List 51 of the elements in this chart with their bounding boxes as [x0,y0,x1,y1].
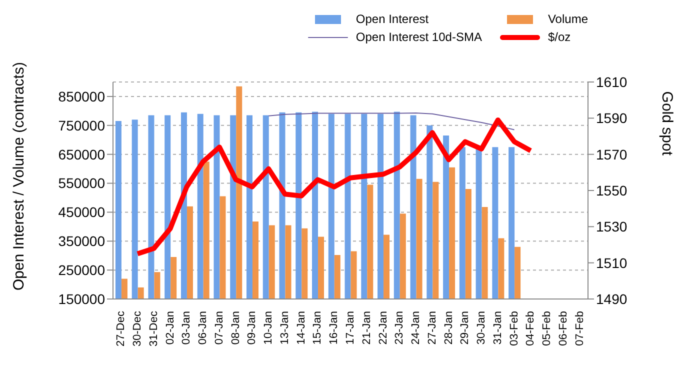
x-tick-label: 03-Jan [180,311,193,345]
y-tick-label: 250000 [58,262,106,278]
y2-tick-label: 1510 [596,254,628,271]
x-tick-label: 23-Jan [394,311,406,345]
x-tick-label: 31-Jan [492,311,504,345]
x-tick-label: 17-Jan [344,311,356,345]
legend-label: $/oz [548,30,571,44]
y-tick-label: 150000 [58,290,106,307]
x-tick-label: 21-Jan [360,311,373,345]
legend-label: Open Interest [356,12,429,26]
x-tick-label: 13-Jan [278,311,291,345]
x-tick-label: 07-Feb [574,311,586,346]
x-tick-label: 24-Jan [410,311,422,345]
x-tick-label: 02-Jan [164,311,176,345]
x-tick-label: 27-Dec [115,310,128,346]
x-tick-label: 08-Jan [230,311,242,345]
x-tick-label: 16-Jan [328,311,340,345]
x-tick-label: 05-Feb [541,311,554,346]
line-series [268,112,515,130]
legend-label: Volume [548,12,588,26]
y2-axis-title: Gold spot [658,91,676,156]
x-tick-label: 06-Feb [557,311,570,346]
y-tick-label: 850000 [58,88,106,104]
y-tick-label: 450000 [58,204,106,220]
x-tick-label: 28-Jan [442,311,455,345]
legend-label: Open Interest 10d-SMA [356,30,482,44]
x-tick-label: 10-Jan [262,311,275,345]
y2-tick-label: 1610 [596,74,628,90]
x-tick-label: 27-Jan [426,311,438,345]
y2-tick-label: 1550 [596,182,628,198]
y-tick-label: 650000 [58,146,106,162]
x-tick-label: 14-Jan [295,311,308,345]
y2-tick-label: 1570 [596,146,628,162]
x-tick-label: 31-Dec [148,310,160,346]
x-tick-label: 07-Jan [213,311,226,345]
y2-tick-label: 1590 [596,110,628,126]
y-axis-title: Open Interest / Volume (contracts) [10,62,28,290]
x-tick-label: 09-Jan [246,311,258,345]
x-tick-label: 06-Jan [197,311,210,345]
y-tick-label: 750000 [58,117,106,134]
x-tick-label: 29-Jan [459,311,472,345]
x-tick-label: 03-Feb [508,311,520,346]
y-tick-label: 550000 [58,175,106,192]
x-tick-label: 30-Jan [476,311,488,345]
x-tick-label: 30-Dec [132,310,144,346]
y2-tick-label: 1530 [596,218,628,235]
y-tick-label: 350000 [58,233,106,250]
x-tick-label: 22-Jan [377,311,390,345]
x-tick-label: 15-Jan [312,311,324,345]
y2-tick-label: 1490 [596,290,628,307]
x-tick-label: 04-Feb [524,311,537,346]
